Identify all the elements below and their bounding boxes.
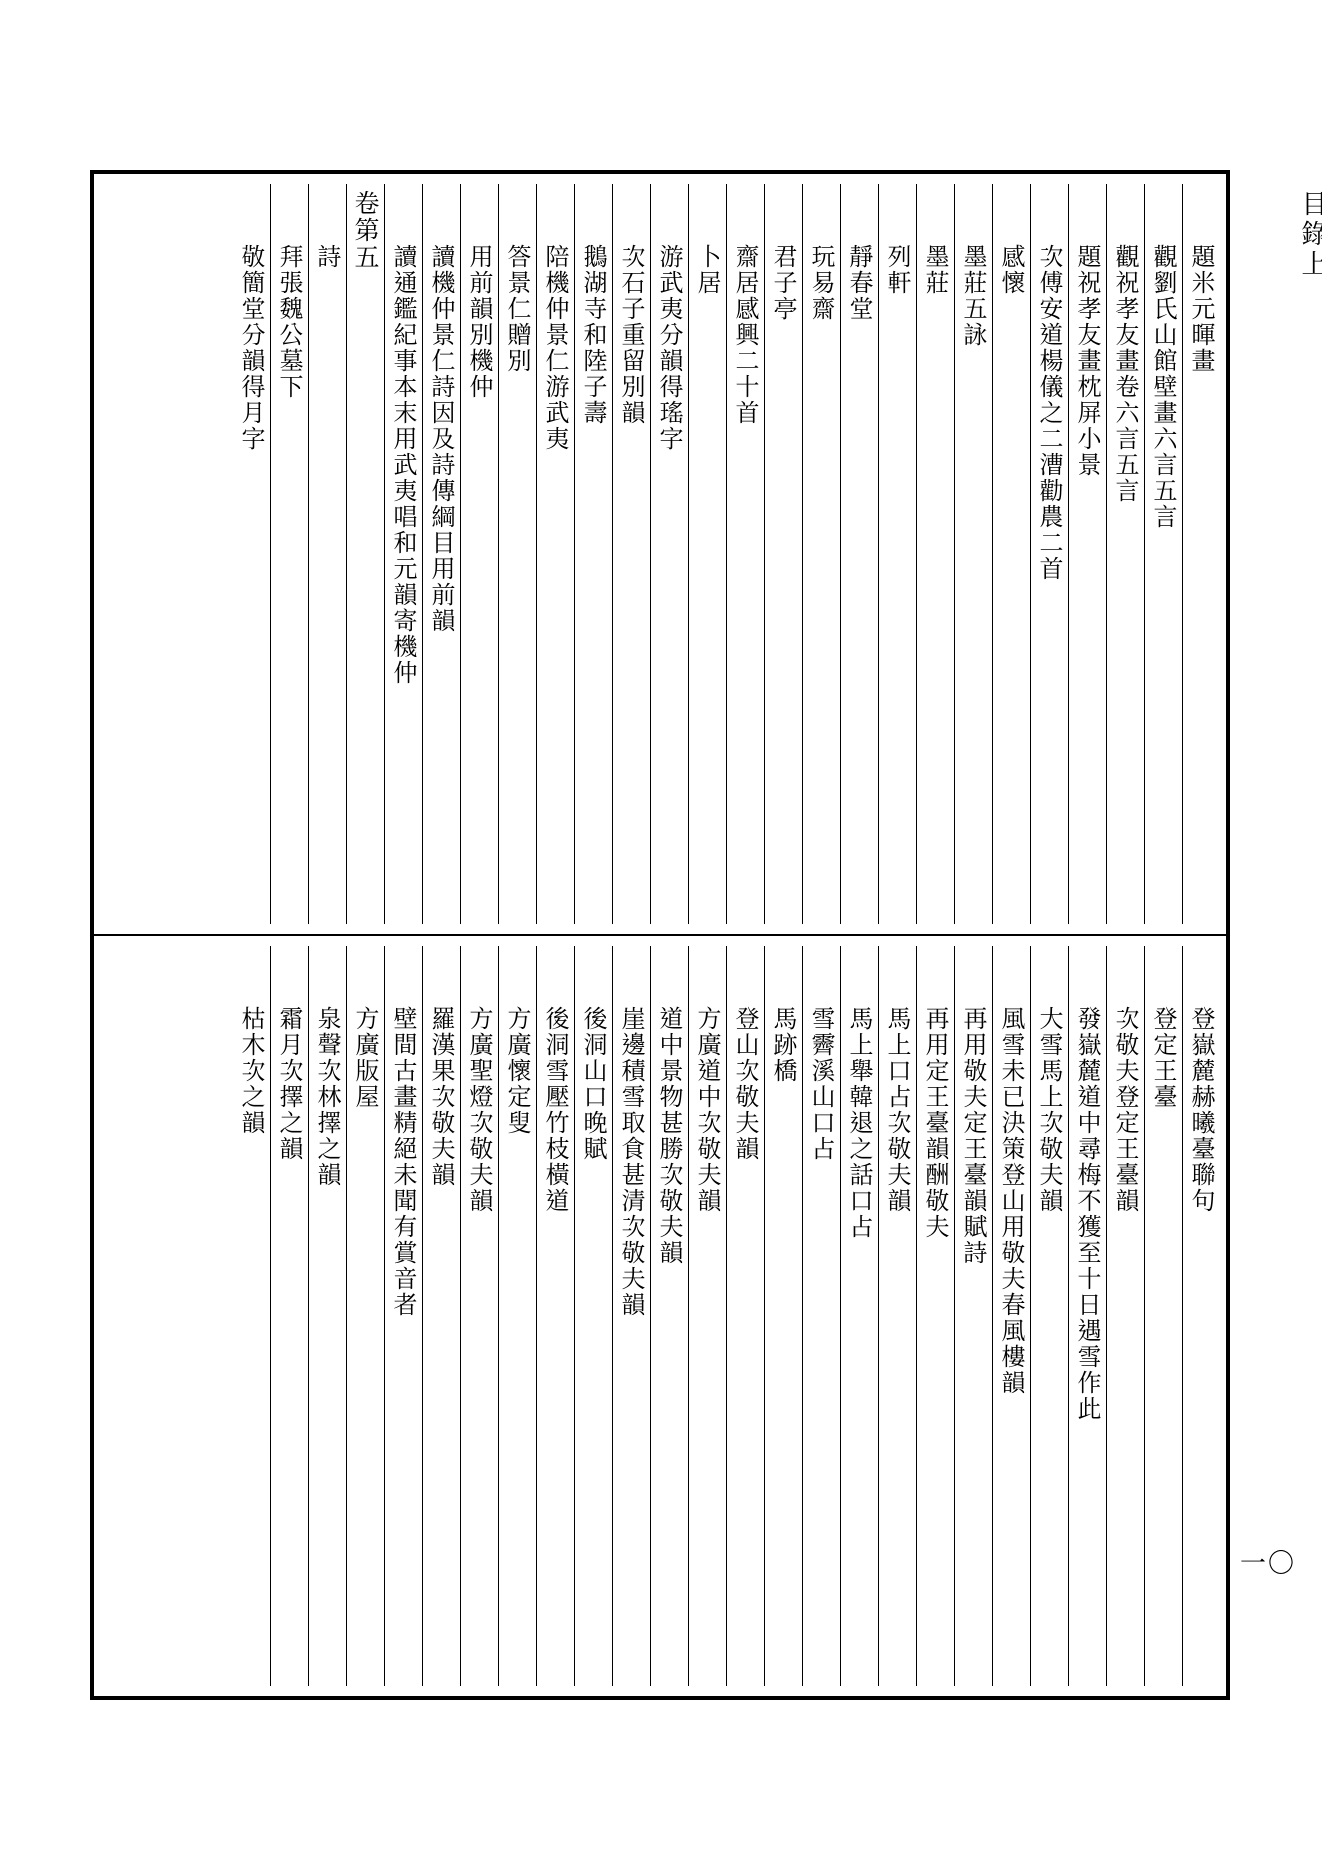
toc-column: 道中景物甚勝次敬夫韻 [650,946,688,1686]
toc-column: 答景仁贈別 [498,184,536,924]
page-frame: 題米元暉畫觀劉氏山館壁畫六言五言觀祝孝友畫卷六言五言題祝孝友畫枕屏小景次傅安道楊… [90,170,1230,1700]
section-title: 目錄上 [1296,190,1322,800]
toc-column: 方廣聖燈次敬夫韻 [460,946,498,1686]
toc-column: 拜張魏公墓下 [270,184,308,924]
toc-column: 題米元暉畫 [1182,184,1220,924]
toc-column: 崖邊積雪取食甚清次敬夫韻 [612,946,650,1686]
toc-column: 雪霽溪山口占 [802,946,840,1686]
toc-column: 敬簡堂分韻得月字 [232,184,270,924]
toc-column: 玩易齋 [802,184,840,924]
toc-column: 讀機仲景仁詩因及詩傳綱目用前韻 [422,184,460,924]
toc-column: 泉聲次林擇之韻 [308,946,346,1686]
toc-column: 登嶽麓赫曦臺聯句 [1182,946,1220,1686]
toc-column: 齋居感興二十首 [726,184,764,924]
toc-column: 方廣版屋 [346,946,384,1686]
toc-column: 次敬夫登定王臺韻 [1106,946,1144,1686]
toc-column: 馬跡橋 [764,946,802,1686]
toc-column: 再用敬夫定王臺韻賦詩 [954,946,992,1686]
toc-column: 次石子重留別韻 [612,184,650,924]
toc-column: 壁間古畫精絕未聞有賞音者 [384,946,422,1686]
toc-column: 鵝湖寺和陸子壽 [574,184,612,924]
toc-column: 游武夷分韻得瑤字 [650,184,688,924]
toc-column: 詩 [308,184,346,924]
toc-column: 方廣道中次敬夫韻 [688,946,726,1686]
toc-column: 次傅安道楊儀之二漕勸農二首 [1030,184,1068,924]
toc-column: 觀劉氏山館壁畫六言五言 [1144,184,1182,924]
toc-column: 再用定王臺韻酬敬夫 [916,946,954,1686]
toc-column: 君子亭 [764,184,802,924]
toc-column: 羅漢果次敬夫韻 [422,946,460,1686]
toc-column: 靜春堂 [840,184,878,924]
toc-column: 讀通鑑紀事本末用武夷唱和元韻寄機仲 [384,184,422,924]
toc-column: 卜居 [688,184,726,924]
toc-column: 墨莊 [916,184,954,924]
toc-column: 方廣懷定叟 [498,946,536,1686]
toc-column: 後洞雪壓竹枝橫道 [536,946,574,1686]
toc-column: 發嶽麓道中尋梅不獲至十日遇雪作此 [1068,946,1106,1686]
toc-column: 登山次敬夫韻 [726,946,764,1686]
toc-column: 題祝孝友畫枕屏小景 [1068,184,1106,924]
page-number: 一〇 [1240,1543,1296,1580]
toc-column: 陪機仲景仁游武夷 [536,184,574,924]
toc-column: 馬上口占次敬夫韻 [878,946,916,1686]
toc-column: 枯木次之韻 [232,946,270,1686]
toc-column: 馬上舉韓退之話口占 [840,946,878,1686]
toc-column: 登定王臺 [1144,946,1182,1686]
toc-column: 觀祝孝友畫卷六言五言 [1106,184,1144,924]
toc-column: 卷第五 [346,184,384,924]
toc-column: 列軒 [878,184,916,924]
toc-column: 風雪未已決策登山用敬夫春風樓韻 [992,946,1030,1686]
lower-half: 登嶽麓赫曦臺聯句登定王臺次敬夫登定王臺韻發嶽麓道中尋梅不獲至十日遇雪作此大雪馬上… [94,936,1226,1696]
toc-column: 後洞山口晚賦 [574,946,612,1686]
toc-column: 大雪馬上次敬夫韻 [1030,946,1068,1686]
toc-column: 霜月次擇之韻 [270,946,308,1686]
running-head: 朱子大全 目錄上 一〇 [1240,170,1322,1700]
toc-column: 墨莊五詠 [954,184,992,924]
toc-column: 感懷 [992,184,1030,924]
upper-half: 題米元暉畫觀劉氏山館壁畫六言五言觀祝孝友畫卷六言五言題祝孝友畫枕屏小景次傅安道楊… [94,174,1226,936]
toc-column: 用前韻別機仲 [460,184,498,924]
